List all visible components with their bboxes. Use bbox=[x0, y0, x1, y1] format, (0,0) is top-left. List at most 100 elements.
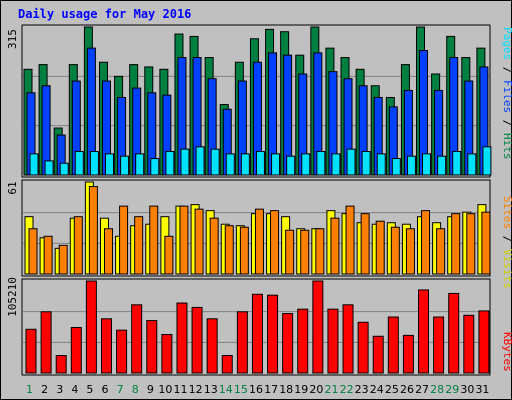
bar-pages-day-31 bbox=[482, 146, 492, 176]
7 bbox=[119, 205, 129, 275]
x-tick-label-day-8: 8 bbox=[132, 383, 139, 396]
9 bbox=[149, 205, 159, 275]
28 bbox=[436, 228, 446, 275]
14 bbox=[224, 225, 234, 275]
bar-pages-day-25 bbox=[391, 158, 401, 176]
5 bbox=[88, 186, 98, 275]
legend-kbytes: KBytes bbox=[501, 332, 512, 372]
23 bbox=[360, 213, 370, 275]
27 bbox=[421, 210, 431, 275]
bar-kbytes-day-25 bbox=[387, 316, 399, 374]
bar-kbytes-day-8 bbox=[131, 304, 143, 374]
bar-kbytes-day-23 bbox=[357, 321, 369, 374]
x-tick-label-day-19: 19 bbox=[294, 383, 308, 396]
x-tick-label-day-6: 6 bbox=[102, 383, 109, 396]
bar-kbytes-day-11 bbox=[176, 302, 188, 374]
bar-pages-day-28 bbox=[437, 155, 447, 176]
x-tick-label-day-20: 20 bbox=[309, 383, 323, 396]
x-tick-label-day-1: 1 bbox=[26, 383, 33, 396]
bar-pages-day-14 bbox=[225, 153, 235, 176]
30 bbox=[466, 213, 476, 275]
bar-pages-day-10 bbox=[165, 151, 175, 176]
legend-visits: Visits bbox=[501, 249, 512, 289]
bar-pages-day-20 bbox=[316, 151, 326, 176]
bar-pages-day-1 bbox=[29, 153, 39, 176]
bar-pages-day-2 bbox=[44, 160, 54, 176]
x-tick-label-day-15: 15 bbox=[234, 383, 248, 396]
bar-pages-day-9 bbox=[150, 158, 160, 176]
17 bbox=[270, 210, 280, 275]
x-tick-label-day-10: 10 bbox=[158, 383, 172, 396]
21 bbox=[330, 217, 340, 275]
x-tick-label-day-4: 4 bbox=[71, 383, 78, 396]
bar-kbytes-day-7 bbox=[116, 329, 128, 374]
bar-pages-day-19 bbox=[301, 153, 311, 176]
bar-kbytes-day-10 bbox=[161, 334, 173, 374]
8 bbox=[134, 216, 144, 275]
legend-pages: Pages bbox=[501, 27, 512, 60]
bar-pages-day-17 bbox=[271, 153, 281, 176]
hits-ymax-label: 315 bbox=[6, 29, 19, 49]
bar-pages-day-30 bbox=[467, 153, 477, 176]
bar-kbytes-day-4 bbox=[70, 327, 82, 374]
bar-kbytes-day-22 bbox=[342, 304, 354, 374]
x-tick-label-day-11: 11 bbox=[174, 383, 188, 396]
x-tick-label-day-13: 13 bbox=[204, 383, 218, 396]
x-tick-label-day-24: 24 bbox=[370, 383, 384, 396]
bar-pages-day-16 bbox=[255, 151, 265, 176]
legend-files: Files bbox=[501, 80, 512, 113]
bar-kbytes-day-26 bbox=[402, 334, 414, 374]
29 bbox=[451, 213, 461, 275]
bar-pages-day-3 bbox=[59, 162, 69, 176]
x-tick-label-day-14: 14 bbox=[219, 383, 233, 396]
x-tick-label-day-29: 29 bbox=[445, 383, 459, 396]
x-tick-label-day-7: 7 bbox=[117, 383, 124, 396]
bar-pages-day-18 bbox=[286, 155, 296, 176]
bar-pages-day-26 bbox=[406, 155, 416, 176]
x-tick-label-day-9: 9 bbox=[147, 383, 154, 396]
x-tick-label-day-3: 3 bbox=[56, 383, 63, 396]
bar-kbytes-day-5 bbox=[85, 280, 97, 374]
bar-kbytes-day-28 bbox=[433, 316, 445, 374]
18 bbox=[285, 229, 295, 275]
bar-kbytes-day-3 bbox=[55, 355, 67, 374]
bar-pages-day-6 bbox=[104, 153, 114, 176]
bar-kbytes-day-2 bbox=[40, 311, 52, 374]
26 bbox=[405, 228, 415, 275]
bar-kbytes-day-17 bbox=[267, 294, 279, 374]
bar-kbytes-day-13 bbox=[206, 318, 218, 374]
4 bbox=[73, 216, 83, 275]
10 bbox=[164, 235, 174, 275]
x-tick-label-day-31: 31 bbox=[475, 383, 489, 396]
bar-pages-day-23 bbox=[361, 151, 371, 176]
bar-pages-day-11 bbox=[180, 148, 190, 176]
bar-pages-day-21 bbox=[331, 153, 341, 176]
bar-kbytes-day-21 bbox=[327, 308, 339, 374]
bar-kbytes-day-19 bbox=[297, 308, 309, 374]
x-tick-label-day-21: 21 bbox=[324, 383, 338, 396]
x-tick-label-day-25: 25 bbox=[385, 383, 399, 396]
bar-kbytes-day-16 bbox=[251, 293, 263, 374]
24 bbox=[375, 220, 385, 275]
bar-kbytes-day-27 bbox=[418, 289, 430, 374]
x-tick-label-day-17: 17 bbox=[264, 383, 278, 396]
bar-kbytes-day-1 bbox=[25, 328, 37, 374]
1 bbox=[28, 228, 38, 275]
x-tick-label-day-12: 12 bbox=[189, 383, 203, 396]
6 bbox=[103, 228, 113, 275]
bar-kbytes-day-9 bbox=[146, 320, 158, 374]
legend-hits: Hits bbox=[501, 133, 512, 160]
bar-kbytes-day-29 bbox=[448, 292, 460, 374]
16 bbox=[254, 208, 264, 275]
bar-pages-day-22 bbox=[346, 148, 356, 176]
hits-legend: Pages / Files / Hits bbox=[501, 27, 512, 160]
bar-pages-day-12 bbox=[195, 146, 205, 176]
bar-kbytes-day-31 bbox=[478, 310, 490, 374]
bar-kbytes-day-12 bbox=[191, 306, 203, 374]
bar-kbytes-day-24 bbox=[372, 335, 384, 374]
chart-title: Daily usage for May 2016 bbox=[18, 7, 191, 21]
legend-sites: Sites bbox=[501, 196, 512, 229]
bar-kbytes-day-15 bbox=[236, 311, 248, 374]
11 bbox=[179, 205, 189, 275]
